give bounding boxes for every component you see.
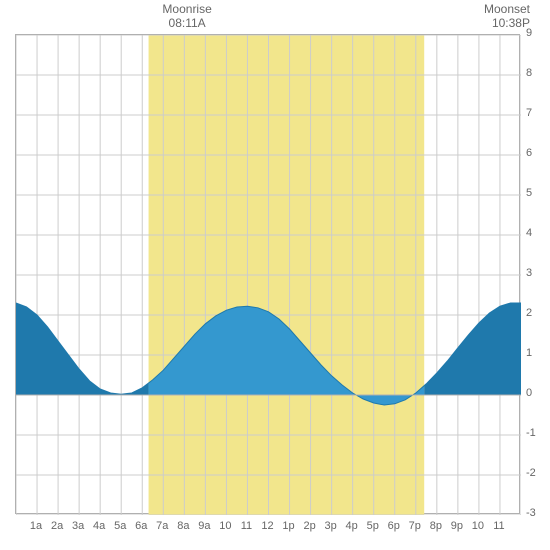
x-tick-label: 7a — [156, 520, 168, 532]
x-tick-label: 2p — [303, 520, 315, 532]
x-tick-label: 6p — [388, 520, 400, 532]
x-tick-label: 11 — [241, 520, 252, 532]
x-tick-label: 3a — [72, 520, 84, 532]
moonset-block: Moonset 10:38P — [460, 2, 530, 30]
x-tick-label: 9p — [451, 520, 463, 532]
x-tick-label: 1p — [282, 520, 294, 532]
x-tick-label: 6a — [135, 520, 147, 532]
y-tick-label: 5 — [526, 187, 532, 199]
x-tick-label: 2a — [51, 520, 63, 532]
moonrise-block: Moonrise 08:11A — [157, 2, 217, 30]
x-tick-label: 10 — [472, 520, 484, 532]
moonrise-label: Moonrise — [157, 2, 217, 16]
plot-area — [15, 34, 520, 514]
x-tick-label: 8p — [430, 520, 442, 532]
x-tick-label: 8a — [177, 520, 189, 532]
chart-header: Moonrise 08:11A Moonset 10:38P — [0, 2, 550, 34]
x-tick-label: 4p — [346, 520, 358, 532]
x-tick-label: 10 — [219, 520, 231, 532]
plot-svg — [16, 35, 521, 515]
y-tick-label: 4 — [526, 227, 532, 239]
x-tick-label: 9a — [198, 520, 210, 532]
x-tick-label: 4a — [93, 520, 105, 532]
y-tick-label: 1 — [526, 347, 532, 359]
x-tick-label: 7p — [409, 520, 421, 532]
x-tick-label: 5p — [367, 520, 379, 532]
x-tick-label: 1a — [30, 520, 42, 532]
moonrise-time: 08:11A — [157, 16, 217, 30]
moonset-label: Moonset — [460, 2, 530, 16]
y-tick-label: 2 — [526, 307, 532, 319]
y-tick-label: -1 — [526, 427, 536, 439]
x-tick-label: 5a — [114, 520, 126, 532]
y-tick-label: 3 — [526, 267, 532, 279]
x-tick-label: 3p — [325, 520, 337, 532]
x-tick-label: 12 — [261, 520, 273, 532]
x-tick-label: 11 — [493, 520, 504, 532]
y-tick-label: -2 — [526, 467, 536, 479]
tide-chart: Moonrise 08:11A Moonset 10:38P -3-2-1012… — [0, 0, 550, 550]
y-tick-label: -3 — [526, 507, 536, 519]
y-tick-label: 0 — [526, 387, 532, 399]
y-tick-label: 7 — [526, 107, 532, 119]
y-tick-label: 8 — [526, 67, 532, 79]
y-tick-label: 6 — [526, 147, 532, 159]
y-tick-label: 9 — [526, 27, 532, 39]
moonset-time: 10:38P — [460, 16, 530, 30]
